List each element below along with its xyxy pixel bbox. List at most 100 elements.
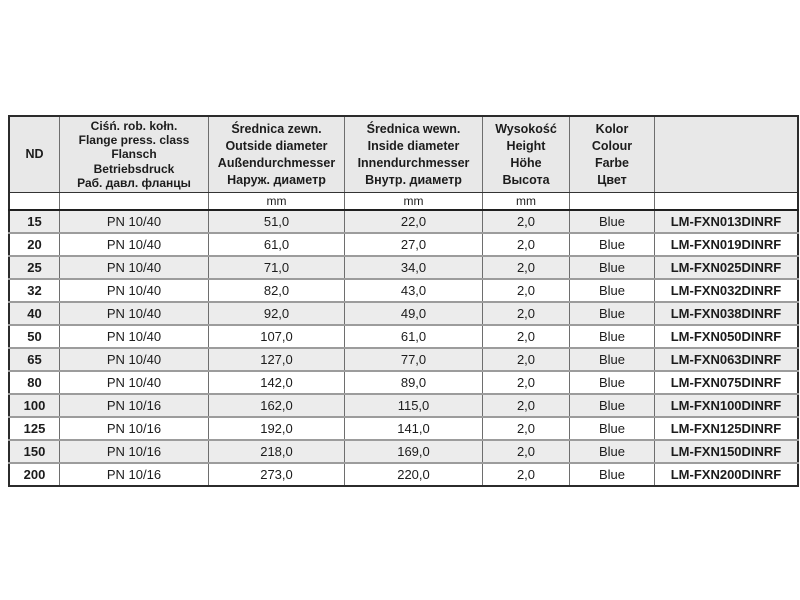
column-header-part [654,115,799,193]
header-line: Wysokość [495,121,557,136]
cell-nd: 25 [8,255,60,280]
cell-inside: 22,0 [344,209,483,234]
cell-part: LM-FXN019DINRF [654,232,799,257]
cell-inside: 220,0 [344,462,483,487]
cell-outside: 82,0 [208,278,345,303]
cell-part: LM-FXN200DINRF [654,462,799,487]
cell-inside: 169,0 [344,439,483,464]
unit-cell-part [654,192,799,211]
cell-height: 2,0 [482,370,570,395]
cell-colour: Blue [569,439,655,464]
cell-nd: 20 [8,232,60,257]
header-line: Inside diameter [367,138,460,153]
table-row: 125 PN 10/16 192,0 141,0 2,0 Blue LM-FXN125DIN… [8,416,799,441]
cell-height: 2,0 [482,462,570,487]
cell-part: LM-FXN050DINRF [654,324,799,349]
cell-height: 2,0 [482,301,570,326]
cell-pressure: PN 10/16 [59,439,209,464]
table-row: 50 PN 10/40 107,0 61,0 2,0 Blue LM-FXN050DINRF [8,324,799,349]
table-row: 32 PN 10/40 82,0 43,0 2,0 Blue LM-FXN032DINRF [8,278,799,303]
cell-pressure: PN 10/16 [59,416,209,441]
cell-outside: 92,0 [208,301,345,326]
column-header-nd: ND [8,115,60,193]
header-line: Height [506,138,546,153]
column-header-pressure: Ciśń. rob. kołn. Flange press. class Flans… [59,115,209,193]
cell-inside: 77,0 [344,347,483,372]
unit-row: mm mm mm [8,192,799,211]
column-header-colour: Kolor Colour Farbe Цвет [569,115,655,193]
cell-height: 2,0 [482,347,570,372]
table-header: ND Ciśń. rob. kołn. Flange press. class Fla… [8,115,799,211]
cell-colour: Blue [569,301,655,326]
cell-colour: Blue [569,393,655,418]
header-line: Outside diameter [225,138,328,153]
header-line: Ciśń. rob. kołn. [90,118,178,133]
cell-height: 2,0 [482,255,570,280]
unit-cell-nd [8,192,60,211]
header-line: Średnica zewn. [231,121,322,136]
cell-part: LM-FXN013DINRF [654,209,799,234]
cell-part: LM-FXN100DINRF [654,393,799,418]
cell-pressure: PN 10/40 [59,301,209,326]
header-line: Внутр. диаметр [365,172,462,187]
table-row: 25 PN 10/40 71,0 34,0 2,0 Blue LM-FXN025DINRF [8,255,799,280]
cell-part: LM-FXN075DINRF [654,370,799,395]
table-body: 15 PN 10/40 51,0 22,0 2,0 Blue LM-FXN013DINRF 2… [8,209,799,487]
cell-colour: Blue [569,370,655,395]
header-line: Farbe [594,155,630,170]
cell-pressure: PN 10/40 [59,255,209,280]
column-header-inside: Średnica wewn. Inside diameter Innendurchm… [344,115,483,193]
unit-cell-outside: mm [208,192,345,211]
header-line: Außendurchmesser [217,155,336,170]
cell-inside: 27,0 [344,232,483,257]
unit-cell-pressure [59,192,209,211]
header-line: Innendurchmesser [357,155,470,170]
cell-pressure: PN 10/40 [59,209,209,234]
table-row: 80 PN 10/40 142,0 89,0 2,0 Blue LM-FXN075DINRF [8,370,799,395]
cell-height: 2,0 [482,232,570,257]
header-line: Flansch [111,147,157,162]
cell-height: 2,0 [482,416,570,441]
cell-part: LM-FXN125DINRF [654,416,799,441]
cell-colour: Blue [569,462,655,487]
cell-inside: 89,0 [344,370,483,395]
header-line: Раб. давл. фланцы [77,175,191,190]
header-line: Высота [502,172,550,187]
unit-cell-colour [569,192,655,211]
unit-cell-height: mm [482,192,570,211]
cell-colour: Blue [569,324,655,349]
table-row: 40 PN 10/40 92,0 49,0 2,0 Blue LM-FXN038DINRF [8,301,799,326]
cell-inside: 43,0 [344,278,483,303]
cell-height: 2,0 [482,278,570,303]
cell-height: 2,0 [482,209,570,234]
cell-inside: 141,0 [344,416,483,441]
cell-inside: 61,0 [344,324,483,349]
cell-outside: 162,0 [208,393,345,418]
cell-part: LM-FXN063DINRF [654,347,799,372]
cell-height: 2,0 [482,324,570,349]
cell-nd: 15 [8,209,60,234]
cell-height: 2,0 [482,439,570,464]
cell-nd: 125 [8,416,60,441]
cell-outside: 127,0 [208,347,345,372]
cell-outside: 218,0 [208,439,345,464]
header-line: Наруж. диаметр [227,172,326,187]
header-line: Цвет [597,172,627,187]
table-row: 200 PN 10/16 273,0 220,0 2,0 Blue LM-FXN200DIN… [8,462,799,487]
column-header-outside: Średnica zewn. Outside diameter Außendurch… [208,115,345,193]
cell-nd: 50 [8,324,60,349]
cell-outside: 51,0 [208,209,345,234]
header-line: ND [25,147,44,161]
cell-outside: 192,0 [208,416,345,441]
header-row: ND Ciśń. rob. kołn. Flange press. class Fla… [8,115,799,193]
column-header-height: Wysokość Height Höhe Высота [482,115,570,193]
table-row: 15 PN 10/40 51,0 22,0 2,0 Blue LM-FXN013DINRF [8,209,799,234]
cell-part: LM-FXN025DINRF [654,255,799,280]
cell-outside: 71,0 [208,255,345,280]
header-line: Flange press. class [78,133,190,148]
header-line: Colour [591,138,633,153]
cell-outside: 61,0 [208,232,345,257]
cell-inside: 49,0 [344,301,483,326]
cell-pressure: PN 10/40 [59,347,209,372]
cell-inside: 34,0 [344,255,483,280]
